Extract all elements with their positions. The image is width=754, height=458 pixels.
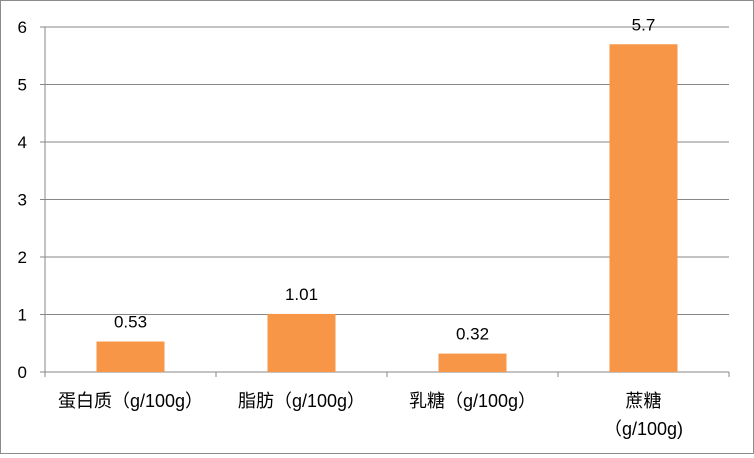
- data-label: 5.7: [632, 15, 656, 34]
- data-label: 1.01: [285, 285, 318, 304]
- y-tick-label: 1: [18, 306, 27, 325]
- y-tick-label: 6: [18, 18, 27, 37]
- y-tick-label: 2: [18, 248, 27, 267]
- y-tick-label: 4: [18, 133, 27, 152]
- x-tick-label: 乳糖（g/100g）: [409, 391, 536, 411]
- y-tick-label: 5: [18, 76, 27, 95]
- bars: [96, 44, 678, 372]
- data-labels: 0.53 1.01 0.32 5.7: [114, 15, 655, 343]
- x-tick-label: （g/100g): [604, 419, 683, 439]
- data-label: 0.53: [114, 313, 147, 332]
- x-tick-labels: 蛋白质（g/100g） 脂肪（g/100g） 乳糖（g/100g） 蔗糖 （g/100g…: [58, 391, 683, 439]
- x-tick-label: 脂肪（g/100g）: [238, 391, 365, 411]
- data-label: 0.32: [456, 325, 489, 344]
- bar: [609, 44, 678, 372]
- bar: [267, 313, 336, 372]
- bar: [96, 341, 165, 372]
- y-tick-labels: 0 1 2 3 4 5 6: [18, 18, 27, 382]
- bar: [438, 353, 507, 372]
- y-tick-label: 0: [18, 363, 27, 382]
- y-tick-label: 3: [18, 191, 27, 210]
- x-tick-label: 蛋白质（g/100g）: [58, 391, 203, 411]
- x-tick-label: 蔗糖: [626, 391, 662, 411]
